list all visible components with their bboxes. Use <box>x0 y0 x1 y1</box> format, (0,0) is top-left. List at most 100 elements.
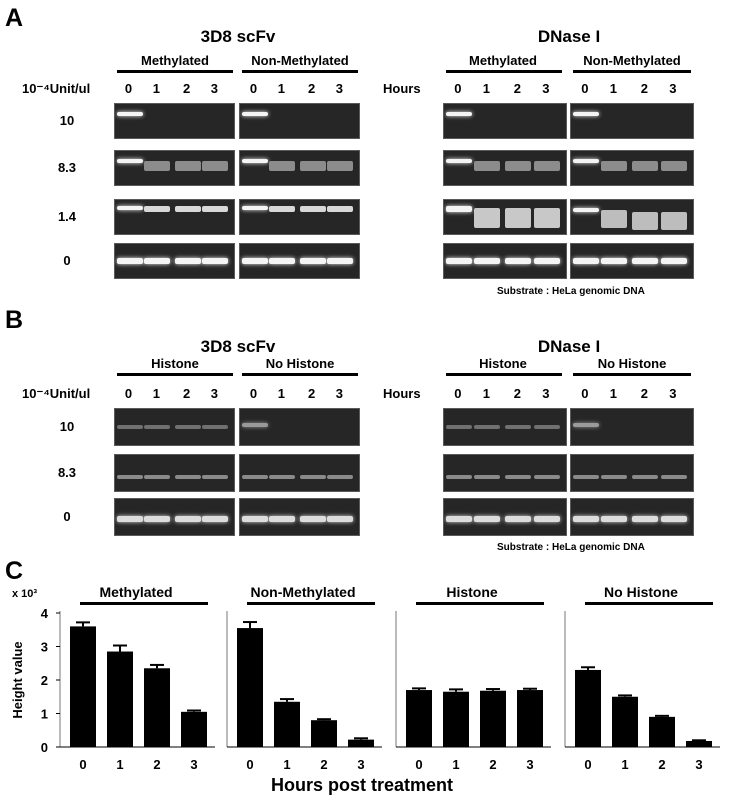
gel-band <box>116 475 143 479</box>
y-tick-label: 1 <box>41 707 48 722</box>
lane-label: 3 <box>542 81 550 96</box>
lane-label: 0 <box>581 81 589 96</box>
gel-band <box>505 258 532 264</box>
gel-band <box>269 206 296 212</box>
gel-band <box>174 206 201 212</box>
panel-a-substrate-note: Substrate : HeLa genomic DNA <box>497 286 645 297</box>
gel-band <box>632 258 659 264</box>
gel-band <box>505 208 532 228</box>
panel-a-unit-label: 10⁻⁴Unit/ul <box>22 81 91 96</box>
gel-band <box>533 425 560 429</box>
gel-band <box>116 258 143 264</box>
gel-band <box>174 475 201 479</box>
panel-b-group-nohistone-right: No Histone <box>597 356 667 371</box>
panel-b-group-histone-left: Histone <box>151 356 199 371</box>
gel-image <box>570 408 694 446</box>
gel-band <box>144 475 171 479</box>
panel-b-group-nohistone-left: No Histone <box>265 356 335 371</box>
gel-band <box>660 161 687 171</box>
gel-band <box>601 475 628 479</box>
gel-band <box>174 161 201 171</box>
panel-a-group-nonmethylated-left: Non-Methylated <box>251 53 349 68</box>
lane-label: 3 <box>210 386 219 401</box>
gel-band <box>572 516 599 522</box>
gel-band <box>474 425 501 429</box>
gel-band <box>202 475 229 479</box>
x-tick-label: 3 <box>526 757 533 772</box>
gel-image <box>570 243 694 279</box>
panel-a-group-underline <box>117 70 233 73</box>
gel-band <box>241 475 268 479</box>
gel-band <box>174 516 201 522</box>
gel-band <box>474 161 501 171</box>
lane-label: 3 <box>669 386 677 401</box>
gel-band <box>533 258 560 264</box>
lane-label: 0 <box>249 81 258 96</box>
panel-b-group-underline <box>242 373 358 376</box>
gel-band <box>241 258 268 264</box>
lane-label: 0 <box>124 81 133 96</box>
gel-image <box>443 243 567 279</box>
gel-band <box>572 423 599 427</box>
bar <box>274 701 300 747</box>
gel-band <box>241 423 268 427</box>
bar <box>311 720 337 747</box>
gel-band <box>505 516 532 522</box>
gel-band <box>572 208 599 212</box>
bar <box>348 739 374 747</box>
gel-image <box>239 150 360 186</box>
gel-band <box>144 425 171 429</box>
gel-image <box>443 498 567 536</box>
gel-image <box>239 408 360 446</box>
x-tick-label: 3 <box>695 757 702 772</box>
gel-band <box>533 208 560 228</box>
x-tick-label: 3 <box>357 757 364 772</box>
gel-band <box>632 161 659 171</box>
gel-band <box>601 258 628 264</box>
panel-a-right-title: DNase I <box>537 27 601 46</box>
gel-band <box>116 206 143 210</box>
subplot-title: No Histone <box>604 584 678 600</box>
y-tick-label: 4 <box>41 606 49 621</box>
panel-b-group-histone-right: Histone <box>479 356 527 371</box>
gel-image <box>114 150 235 186</box>
subplot-title: Methylated <box>99 584 172 600</box>
row-label: 0 <box>63 509 71 524</box>
subplot-title-underline <box>416 602 544 605</box>
lane-label: 1 <box>482 81 490 96</box>
bar <box>443 691 469 747</box>
lane-label: 3 <box>210 81 219 96</box>
x-tick-label: 2 <box>489 757 496 772</box>
gel-band <box>474 516 501 522</box>
gel-band <box>202 161 229 171</box>
gel-band <box>445 159 472 163</box>
row-label: 8.3 <box>57 160 77 175</box>
gel-band <box>660 212 687 230</box>
lane-label: 2 <box>640 386 648 401</box>
gel-band <box>202 516 229 522</box>
lane-label: 3 <box>335 81 344 96</box>
lane-label: 1 <box>277 81 285 96</box>
gel-band <box>474 258 501 264</box>
gel-image <box>239 243 360 279</box>
lane-label: 2 <box>182 81 191 96</box>
gel-image <box>114 408 235 446</box>
bar <box>649 716 675 747</box>
gel-band <box>660 475 687 479</box>
gel-image <box>239 498 360 536</box>
lane-label: 0 <box>454 81 462 96</box>
gel-band <box>632 516 659 522</box>
panel-a-group-underline <box>573 70 691 73</box>
lane-label: 1 <box>152 81 160 96</box>
gel-image <box>114 498 235 536</box>
panel-b-letter: B <box>5 306 24 334</box>
gel-band <box>660 258 687 264</box>
gel-band <box>445 475 472 479</box>
row-label: 8.3 <box>57 465 77 480</box>
lane-label: 1 <box>482 386 490 401</box>
y-axis-multiplier: x 10³ <box>12 588 37 600</box>
panel-c-letter: C <box>5 557 24 585</box>
gel-band <box>327 161 354 171</box>
gel-image <box>570 199 694 235</box>
gel-band <box>269 161 296 171</box>
